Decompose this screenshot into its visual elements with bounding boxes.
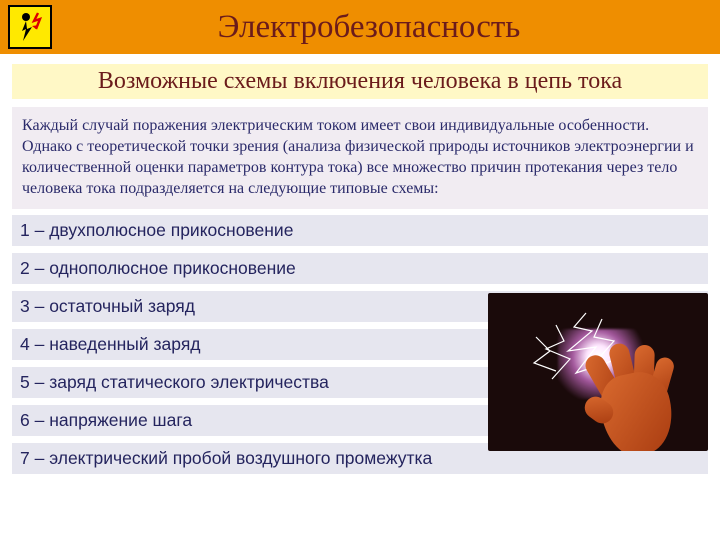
- list-item-label: 3 – остаточный заряд: [20, 296, 195, 316]
- list-item: 1 – двухполюсное прикосновение: [12, 215, 708, 246]
- page-title: Электробезопасность: [66, 9, 712, 46]
- list-item-label: 6 – напряжение шага: [20, 410, 192, 430]
- header-bar: Электробезопасность: [0, 0, 720, 54]
- subtitle-text: Возможные схемы включения человека в цеп…: [18, 68, 702, 95]
- intro-box: Каждый случай поражения электрическим то…: [12, 107, 708, 209]
- list-item-label: 5 – заряд статического электричества: [20, 372, 329, 392]
- list-item-label: 2 – однополюсное прикосновение: [20, 258, 296, 278]
- electric-hazard-icon: [8, 5, 52, 49]
- list-item-label: 4 – наведенный заряд: [20, 334, 201, 354]
- list-item-label: 1 – двухполюсное прикосновение: [20, 220, 293, 240]
- list-area: 1 – двухполюсное прикосновение 2 – одноп…: [12, 215, 708, 474]
- intro-text: Каждый случай поражения электрическим то…: [22, 115, 698, 199]
- list-item-label: 7 – электрический пробой воздушного пром…: [20, 448, 432, 468]
- illustration-electric-hand: [488, 293, 708, 451]
- subtitle-bar: Возможные схемы включения человека в цеп…: [12, 64, 708, 99]
- list-item: 2 – однополюсное прикосновение: [12, 253, 708, 284]
